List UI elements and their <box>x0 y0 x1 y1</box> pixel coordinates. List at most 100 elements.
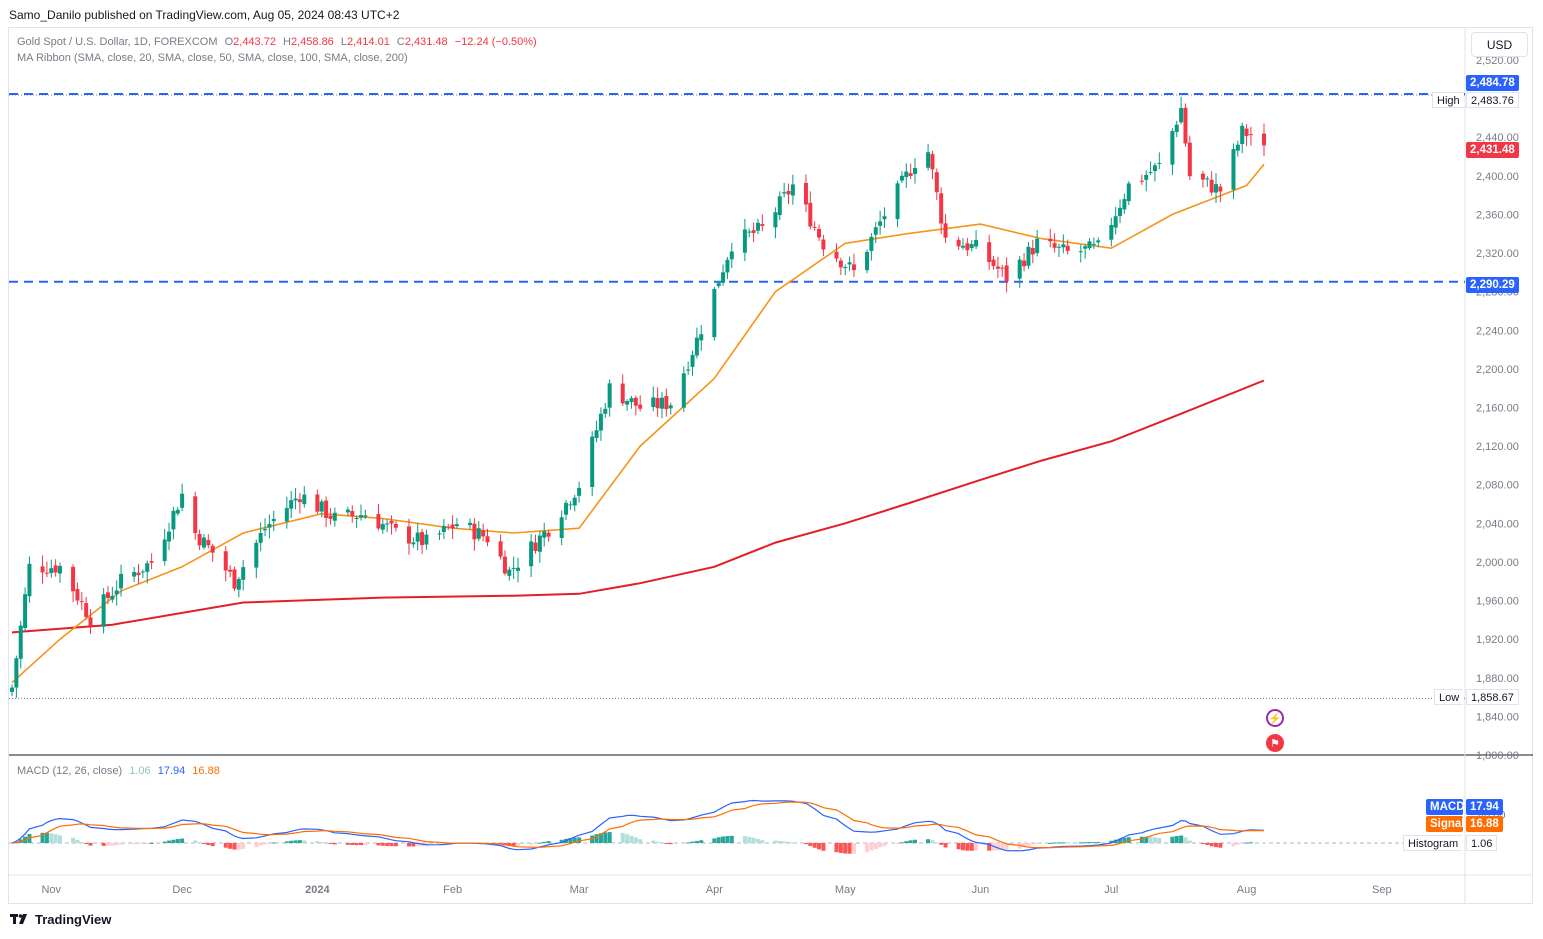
candle-body <box>450 524 455 529</box>
lower-level-tag: 2,290.29 <box>1466 277 1519 293</box>
macd-histogram-bar <box>777 840 782 843</box>
macd-histogram-bar <box>821 843 826 851</box>
candle-body <box>568 504 573 506</box>
macd-histogram-bar <box>651 840 656 843</box>
ma-ribbon-legend[interactable]: MA Ribbon (SMA, close, 20, SMA, close, 5… <box>17 52 408 64</box>
candle-body <box>40 566 45 573</box>
macd-histogram-bar <box>690 841 695 843</box>
macd-histogram-bar <box>747 836 752 843</box>
candle-body <box>110 595 115 600</box>
macd-histogram-bar <box>88 843 93 846</box>
macd-histogram-bar <box>53 834 58 843</box>
macd-legend[interactable]: MACD (12, 26, close) 1.06 17.94 16.88 <box>17 765 224 777</box>
candle-body <box>1030 247 1035 255</box>
macd-histogram-bar <box>1035 843 1040 844</box>
x-tick-label: Feb <box>443 884 462 896</box>
candle-body <box>1087 241 1092 249</box>
publisher-header: Samo_Danilo published on TradingView.com… <box>9 8 400 22</box>
macd-histogram-bar <box>1000 843 1005 851</box>
macd-histogram-bar <box>136 843 141 844</box>
candle-body <box>1187 142 1192 177</box>
x-tick-label: Aug <box>1237 884 1257 896</box>
y-tick-label: 1,920.00 <box>1476 634 1519 646</box>
macd-histogram-bar <box>812 843 817 848</box>
candle-body <box>293 498 298 501</box>
candle-body <box>132 572 137 577</box>
macd-histogram-bar <box>568 838 573 843</box>
x-tick-label: May <box>835 884 856 896</box>
candle-body <box>847 262 852 265</box>
ohlc-open: O2,443.72 <box>224 36 276 48</box>
macd-histogram-bar <box>1205 843 1210 845</box>
macd-histogram-bar <box>987 843 992 851</box>
lightning-icon[interactable]: ⚡ <box>1266 709 1284 727</box>
candle-body <box>529 541 534 567</box>
candle-body <box>729 251 734 260</box>
candle-body <box>1109 224 1114 240</box>
candle-body <box>939 193 944 224</box>
price-change: −12.24 (−0.50%) <box>454 36 537 48</box>
flag-icon[interactable]: ⚑ <box>1266 734 1284 752</box>
candle-body <box>1200 173 1205 180</box>
candle-body <box>930 154 935 170</box>
candle-body <box>755 222 760 231</box>
candle-body <box>1048 238 1053 242</box>
candle-body <box>1144 174 1149 180</box>
y-tick-label: 1,880.00 <box>1476 673 1519 685</box>
candle-body <box>18 625 23 659</box>
macd-histogram-bar <box>332 843 337 845</box>
candle-body <box>254 542 259 568</box>
candle-body <box>10 687 14 692</box>
macd-histogram-bar <box>385 843 390 846</box>
macd-histogram-bar <box>105 843 110 846</box>
y-tick-label: 2,520.00 <box>1476 55 1519 67</box>
candle-body <box>712 288 717 338</box>
macd-histogram-bar <box>101 843 106 846</box>
candle-body <box>638 404 643 409</box>
candle-body <box>389 520 394 524</box>
candle-body <box>49 568 54 574</box>
macd-histogram-bar <box>908 840 913 843</box>
candle-body <box>899 175 904 181</box>
y-tick-label: 2,440.00 <box>1476 132 1519 144</box>
candle-body <box>84 603 89 617</box>
candle-body <box>363 515 368 517</box>
macd-histogram-bar <box>625 834 630 843</box>
candle-body <box>1126 183 1131 202</box>
candle-body <box>193 496 198 534</box>
candle-body <box>843 267 848 269</box>
macd-histogram-bar <box>847 843 852 854</box>
tradingview-logo[interactable]: TradingView <box>10 912 111 927</box>
signal-tag-label: Signal <box>1426 816 1465 832</box>
candle-body <box>385 523 390 525</box>
macd-histogram-bar <box>376 843 381 846</box>
symbol-legend[interactable]: Gold Spot / U.S. Dollar, 1D, FOREXCOM O2… <box>17 36 541 48</box>
candle-body <box>742 229 747 253</box>
macd-histogram-bar <box>751 837 756 843</box>
candle-body <box>1183 107 1188 144</box>
x-tick-label: Dec <box>172 884 192 896</box>
candle-body <box>664 395 669 410</box>
macd-histogram-bar <box>1144 836 1149 843</box>
candle-body <box>620 383 625 404</box>
macd-histogram-bar <box>1187 840 1192 843</box>
y-tick-label: 2,320.00 <box>1476 248 1519 260</box>
macd-histogram-bar <box>686 842 691 844</box>
macd-histogram-bar <box>808 843 813 846</box>
candle-body <box>882 216 887 220</box>
candle-body <box>629 398 634 403</box>
candle-body <box>1026 246 1031 266</box>
candle-body <box>1035 238 1040 254</box>
ohlc-high: H2,458.86 <box>283 36 334 48</box>
candle-body <box>23 594 28 628</box>
candle-body <box>1083 246 1088 249</box>
macd-histogram-bar <box>773 840 778 843</box>
candle-body <box>502 556 507 574</box>
macd-histogram-bar <box>1139 836 1144 843</box>
macd-histogram-bar <box>533 843 538 844</box>
candle-body <box>725 259 730 273</box>
currency-button[interactable]: USD <box>1471 32 1528 57</box>
candle-body <box>380 524 385 530</box>
macd-histogram-bar <box>899 842 904 844</box>
